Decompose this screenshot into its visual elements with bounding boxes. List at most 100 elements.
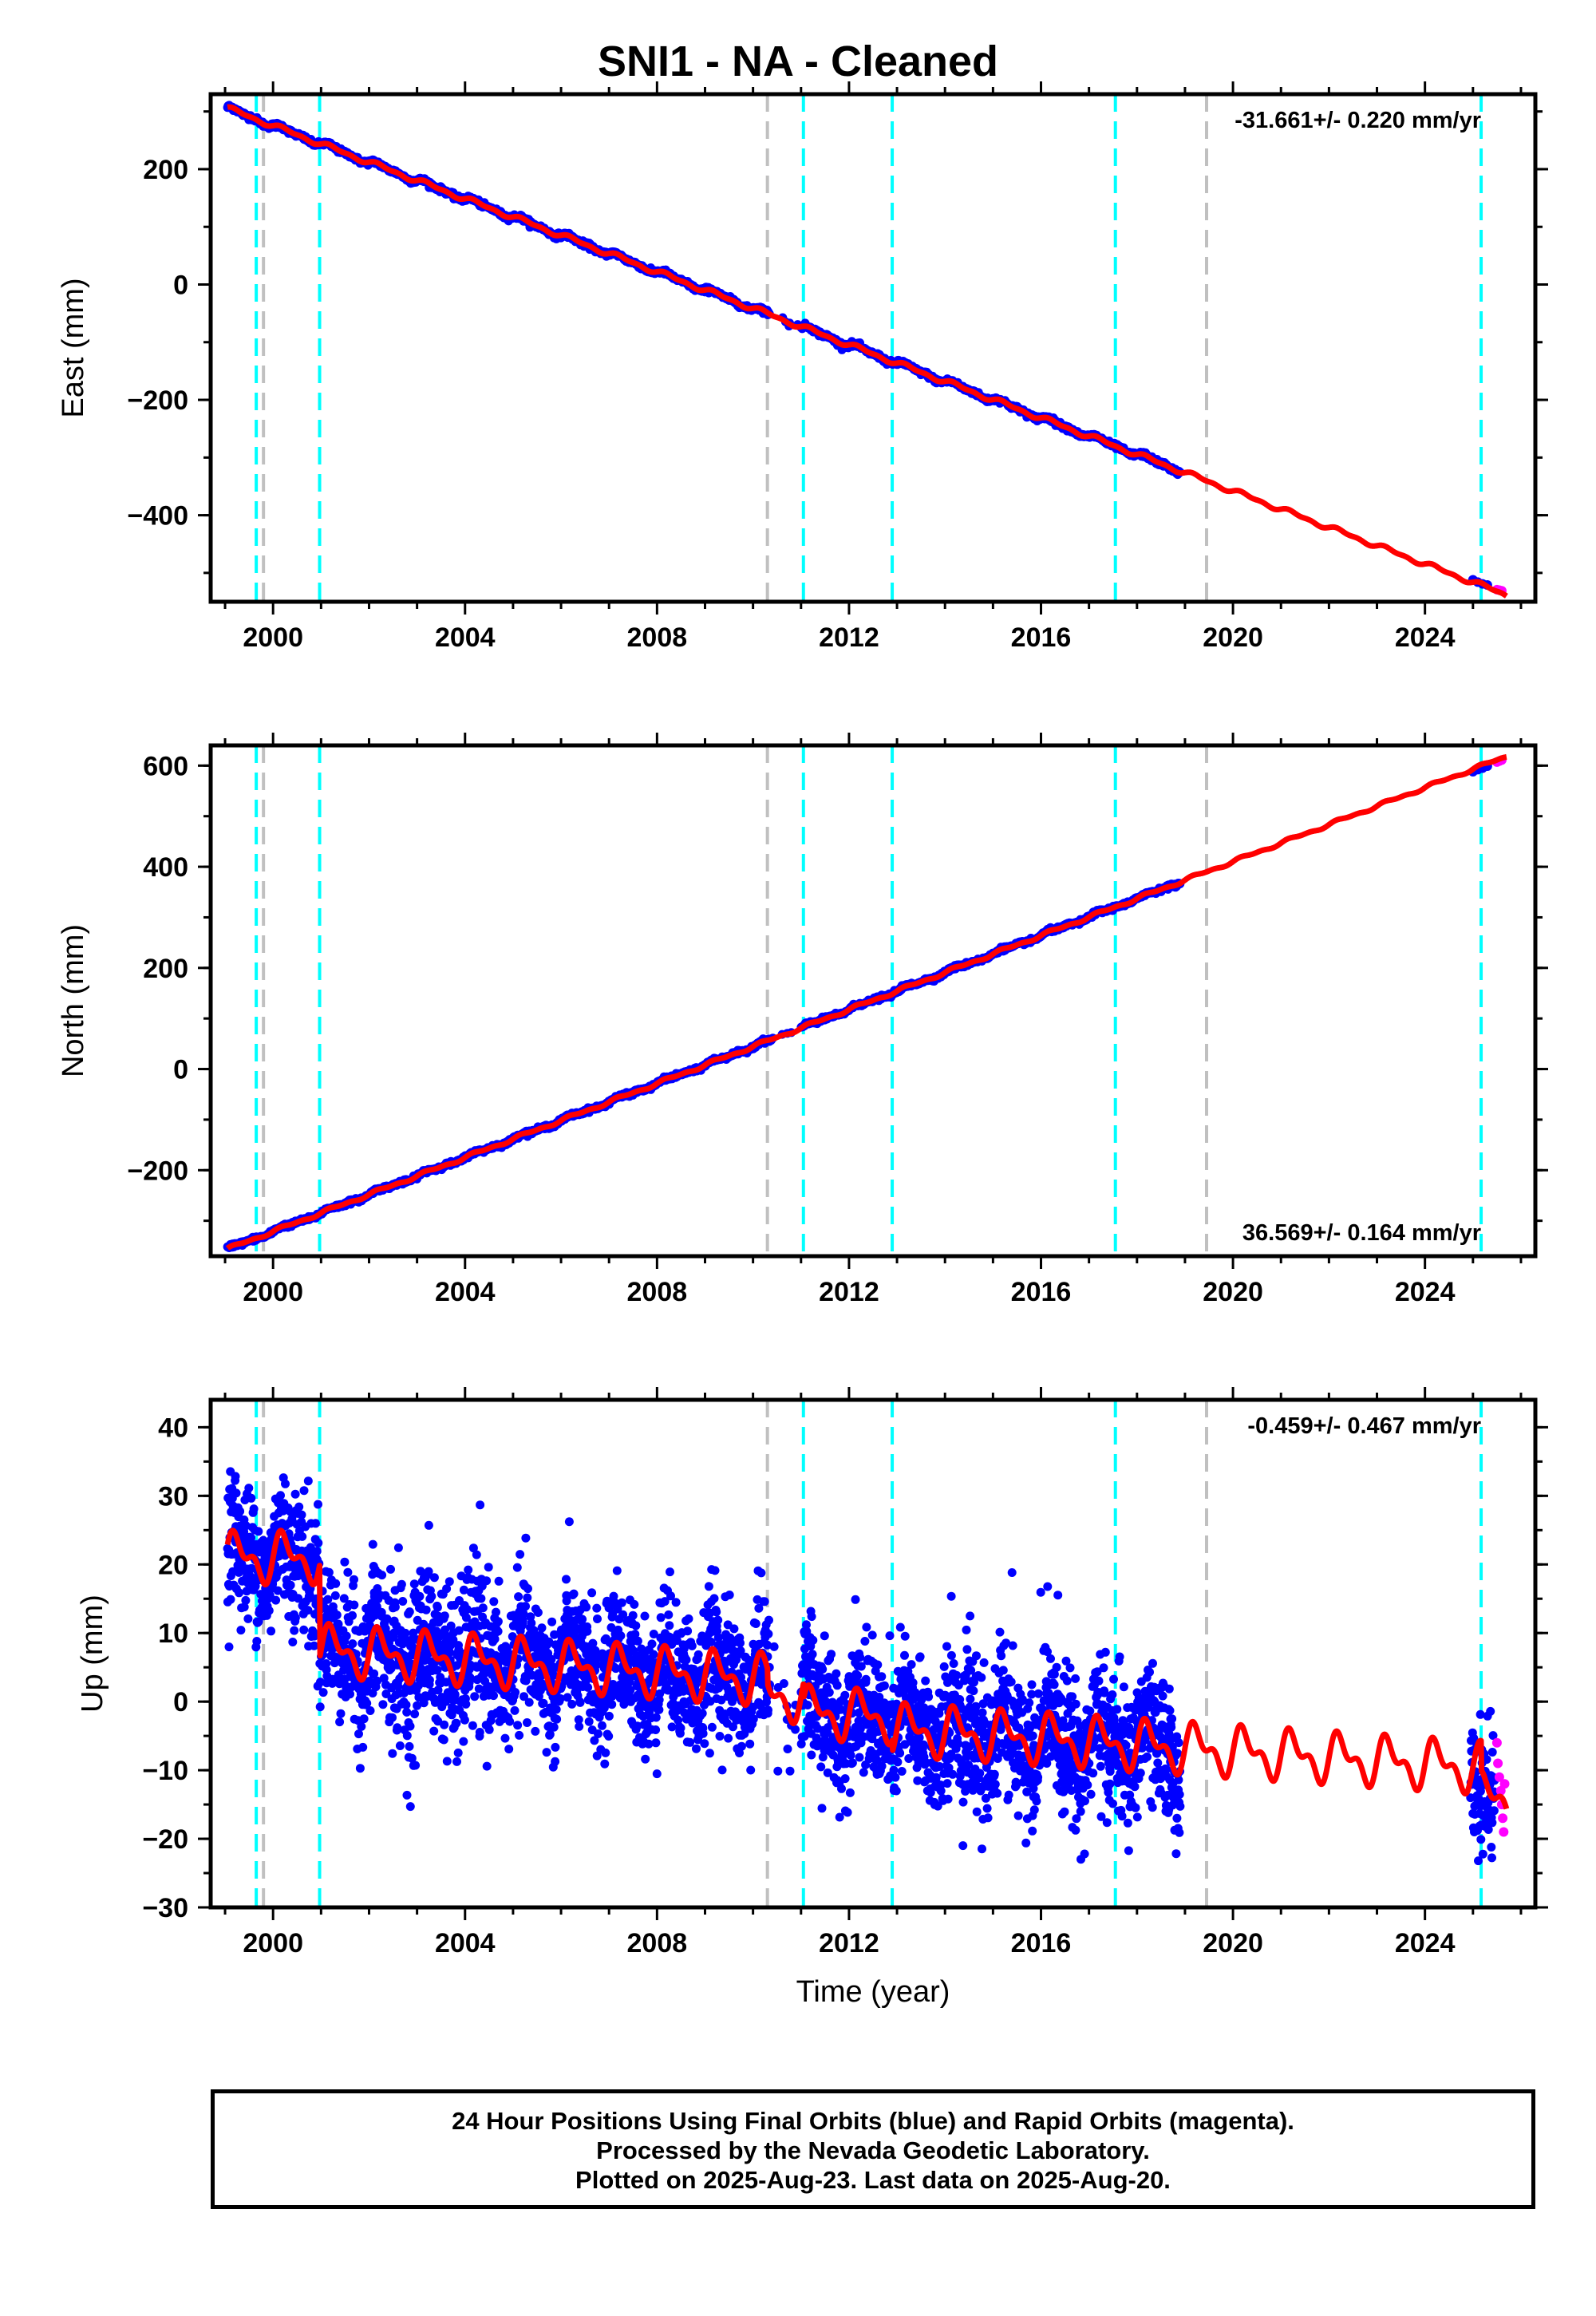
final-point: [401, 1628, 410, 1638]
final-point: [231, 1472, 240, 1481]
final-point: [601, 1748, 610, 1757]
final-point: [594, 1729, 602, 1738]
final-point: [388, 1749, 397, 1758]
final-point: [332, 1611, 342, 1620]
final-point: [427, 1591, 437, 1601]
final-point: [513, 1721, 523, 1730]
final-point: [241, 1595, 251, 1605]
final-point: [290, 1613, 300, 1622]
y-tick-label: 200: [143, 155, 188, 185]
final-point: [249, 1504, 259, 1514]
final-point: [604, 1732, 614, 1741]
final-point: [500, 1733, 510, 1743]
final-point: [388, 1713, 397, 1722]
final-point: [405, 1741, 414, 1751]
final-point: [290, 1626, 299, 1635]
final-point: [514, 1592, 523, 1602]
final-point: [355, 1764, 365, 1773]
final-point: [484, 1725, 494, 1734]
final-point: [244, 1484, 254, 1493]
final-point: [533, 1608, 543, 1617]
final-point: [505, 1717, 515, 1726]
final-point: [523, 1593, 532, 1603]
final-point: [551, 1757, 560, 1766]
final-point: [365, 1706, 375, 1715]
final-point: [429, 1726, 439, 1736]
final-point: [616, 1631, 626, 1641]
final-point: [314, 1500, 322, 1509]
final-point: [442, 1757, 452, 1766]
final-point: [425, 1675, 434, 1685]
final-point: [600, 1759, 610, 1769]
final-point: [247, 1493, 256, 1503]
final-point: [310, 1641, 319, 1650]
final-point: [583, 1682, 593, 1692]
final-point: [582, 1603, 591, 1612]
final-point: [504, 1745, 514, 1754]
final-point: [226, 1595, 235, 1604]
x-tick-label: 2000: [243, 1277, 303, 1307]
x-tick-label: 2012: [819, 622, 879, 653]
final-point: [472, 1550, 481, 1559]
x-tick-label: 2012: [819, 1277, 879, 1307]
final-point: [254, 1527, 263, 1536]
final-point: [521, 1533, 531, 1543]
final-point: [424, 1520, 433, 1530]
final-point: [298, 1531, 307, 1541]
final-point: [583, 1626, 592, 1636]
final-point: [235, 1588, 244, 1598]
final-point: [549, 1722, 559, 1732]
final-point: [515, 1730, 524, 1740]
final-point: [494, 1576, 504, 1586]
model-fit-line: [225, 753, 1509, 1251]
final-point: [575, 1697, 585, 1707]
final-point: [429, 1573, 439, 1583]
final-point: [390, 1603, 400, 1612]
y-tick-label: 0: [173, 1055, 188, 1085]
final-point: [461, 1699, 471, 1709]
final-point: [567, 1699, 577, 1709]
final-point: [493, 1617, 503, 1626]
plot-area: [223, 745, 1509, 1256]
panel-3: 2000 2004 2008 2012 2016 2020 2024−30−20−10010…: [76, 1387, 1548, 2009]
y-tick-label: 600: [143, 751, 188, 781]
final-point: [264, 1606, 274, 1615]
final-point: [271, 1595, 281, 1605]
final-point: [314, 1538, 323, 1547]
final-point: [377, 1571, 387, 1580]
final-point: [348, 1611, 357, 1620]
final-point: [281, 1479, 290, 1488]
final-point: [478, 1603, 488, 1613]
final-point: [452, 1757, 461, 1766]
final-point: [286, 1580, 295, 1590]
final-point: [402, 1707, 412, 1717]
y-tick-label: 200: [143, 954, 188, 984]
final-point: [236, 1626, 246, 1635]
y-axis-label: North (mm): [57, 924, 90, 1077]
final-point: [607, 1700, 617, 1709]
final-point: [243, 1614, 253, 1623]
final-point: [397, 1579, 406, 1589]
final-point: [331, 1579, 341, 1588]
final-point: [303, 1476, 313, 1486]
panel-1: 2000 2004 2008 2012 2016 2020 2024−400−2000200…: [57, 81, 1548, 653]
final-point: [386, 1564, 395, 1574]
final-point: [593, 1614, 602, 1623]
final-point: [482, 1576, 492, 1586]
final-point: [492, 1607, 500, 1617]
x-tick-label: 2016: [1011, 1277, 1072, 1307]
x-tick-label: 2004: [435, 622, 496, 653]
final-point: [564, 1517, 574, 1527]
final-point: [312, 1547, 322, 1556]
final-point: [453, 1748, 463, 1757]
final-point: [587, 1588, 597, 1598]
x-tick-label: 2020: [1203, 622, 1263, 653]
y-tick-label: 400: [143, 852, 188, 883]
final-point: [378, 1700, 388, 1709]
final-point: [489, 1691, 498, 1701]
final-point: [511, 1688, 520, 1697]
final-point: [405, 1802, 415, 1812]
x-tick-label: 2000: [243, 622, 303, 653]
final-point: [368, 1539, 377, 1549]
